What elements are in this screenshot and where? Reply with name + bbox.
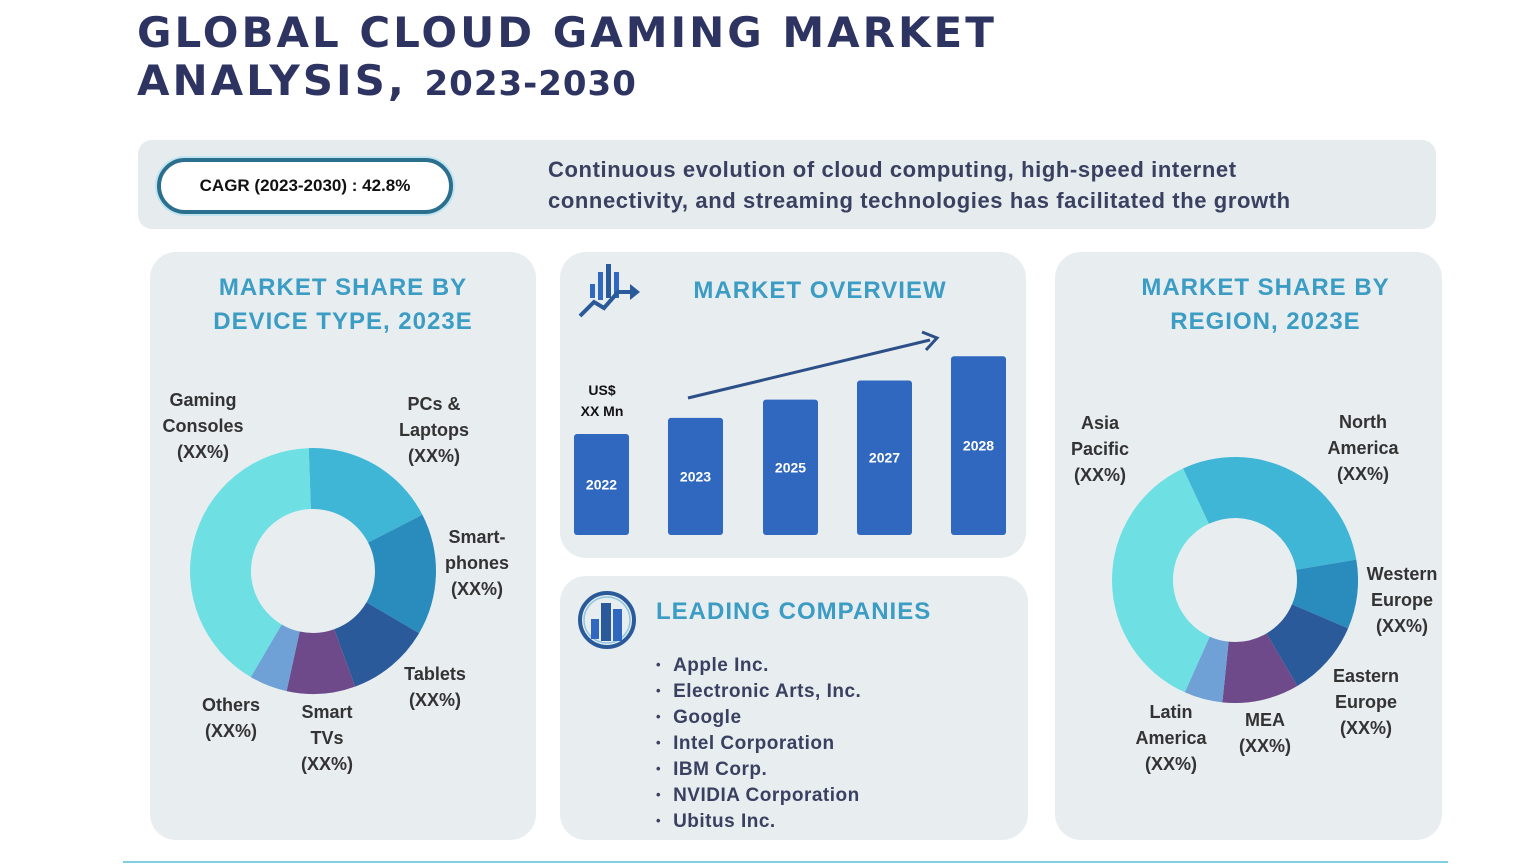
leading-companies-heading: LEADING COMPANIES [656,598,932,625]
region-slice-label: Latin America (XX%) [1135,699,1206,777]
cagr-badge: CAGR (2023-2030) : 42.8% [157,158,453,214]
bar-2022 [574,434,629,535]
bar-chart-growth-icon [578,264,640,318]
region-slice-label: Eastern Europe (XX%) [1333,663,1399,741]
company-item: Google [656,705,861,731]
bar-year-label: 2022 [586,477,617,493]
slice-value: (XX%) [1375,616,1429,636]
slice-name: Gaming Consoles [162,390,244,436]
region-slice-label: Western Europe (XX%) [1367,561,1438,639]
device-slice-label: Others (XX%) [202,692,260,744]
region-share-heading: MARKET SHARE BY REGION, 2023E [1141,274,1390,335]
company-item: Apple Inc. [656,653,861,679]
slice-name: Asia Pacific [1070,413,1130,459]
device-slice [366,514,436,634]
slice-value: (XX%) [1238,736,1292,756]
title-word: ANALYSIS, [137,56,407,105]
bar-year-label: 2028 [963,438,994,454]
device-share-heading: MARKET SHARE BY DEVICE TYPE, 2023E [213,274,473,335]
bar-2028 [951,356,1006,535]
region-slice [1112,468,1210,693]
slice-name: Western Europe [1366,564,1438,610]
slice-value: (XX%) [407,446,460,466]
region-slice [1291,559,1358,629]
company-item: Ubitus Inc. [656,809,861,835]
slice-name: North America [1327,412,1399,458]
slice-name: Smart- phones [444,527,510,573]
device-slice [308,447,423,543]
bar-year-label: 2027 [869,450,900,466]
slice-value: (XX%) [1144,754,1198,774]
company-item: NVIDIA Corporation [656,783,861,809]
slice-name: Latin America [1135,702,1207,748]
slice-name: Tablets [404,664,466,684]
region-slice-label: MEA (XX%) [1239,707,1291,759]
slice-name: Others [201,695,261,715]
slice-value: (XX%) [204,721,257,741]
device-slice [190,448,311,678]
slice-value: (XX%) [1339,718,1393,738]
trend-arrow [687,338,931,400]
market-value-label: US$ XX Mn [580,382,624,419]
region-slice-label: North America (XX%) [1327,409,1398,487]
market-overview-heading: MARKET OVERVIEW [693,277,947,304]
bar-2027 [857,380,912,535]
device-slice [250,624,300,692]
company-item: Electronic Arts, Inc. [656,679,861,705]
region-slice [1266,604,1349,687]
buildings-circle-icon [578,591,636,649]
slice-value: (XX%) [450,579,504,599]
device-slice-label: Tablets (XX%) [404,661,466,713]
page-title-line1: GLOBAL CLOUD GAMING MARKET [137,8,997,57]
slice-value: (XX%) [1073,465,1127,485]
slice-name: Eastern Europe [1332,666,1400,712]
slice-name: PCs & Laptops [399,394,469,440]
slice-value: (XX%) [176,442,229,462]
growth-description: Continuous evolution of cloud computing,… [548,157,1291,213]
device-slice-label: Smart TVs (XX%) [301,699,353,777]
slice-value: (XX%) [1336,464,1390,484]
company-list: Apple Inc. Electronic Arts, Inc. Google … [656,653,861,835]
bar-year-label: 2023 [680,468,711,484]
page-title-line2: ANALYSIS, 2023-2030 [137,56,637,105]
slice-value: (XX%) [300,754,354,774]
device-slice [286,629,356,694]
region-slice-label: Asia Pacific (XX%) [1071,410,1129,488]
device-slice [334,602,420,687]
region-slice [1184,636,1229,703]
title-years: 2023-2030 [424,64,637,104]
device-slice-label: Smart- phones (XX%) [445,524,509,602]
slice-name: Smart TVs [301,702,353,748]
bar-year-label: 2025 [775,459,806,475]
region-slice [1183,457,1357,570]
trend-arrow-head [921,330,940,352]
bar-2025 [763,399,818,535]
bottom-divider [123,861,1448,863]
region-slice [1222,633,1298,703]
company-item: IBM Corp. [656,757,861,783]
company-item: Intel Corporation [656,731,861,757]
device-slice-label: PCs & Laptops (XX%) [399,391,469,469]
slice-value: (XX%) [408,690,461,710]
device-slice-label: Gaming Consoles (XX%) [162,387,243,465]
bar-2023 [668,417,723,535]
slice-name: MEA [1244,710,1285,730]
